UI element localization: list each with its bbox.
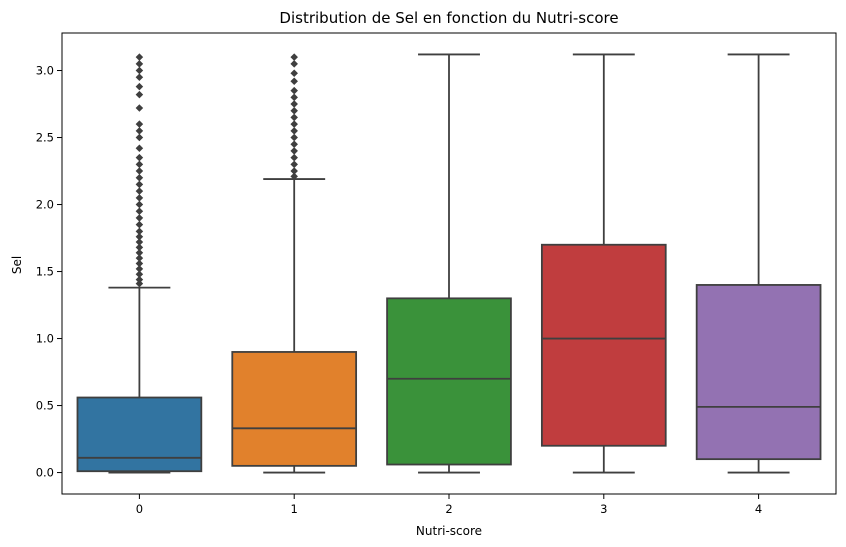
y-tick-label: 0.5 — [36, 399, 54, 413]
outlier-point — [290, 167, 298, 175]
outlier-point — [135, 120, 144, 128]
outlier-point — [135, 173, 144, 182]
plot-area — [76, 53, 822, 474]
outlier-point — [135, 254, 144, 262]
box-iqr — [540, 243, 667, 447]
outlier-point — [135, 194, 144, 202]
outlier-point — [290, 140, 298, 148]
outlier-point — [135, 82, 144, 91]
outlier-point — [290, 53, 298, 61]
outlier-point — [290, 106, 298, 115]
x-axis-label: Nutri-score — [416, 524, 482, 538]
outlier-point — [135, 207, 144, 216]
outlier-point — [135, 90, 144, 99]
outlier-point — [135, 243, 144, 252]
outlier-point — [135, 180, 144, 189]
outlier-point — [135, 232, 144, 241]
x-tick-label: 2 — [445, 502, 452, 516]
x-tick-label: 4 — [755, 502, 762, 516]
outlier-point — [135, 144, 144, 153]
box-group-4 — [695, 53, 822, 474]
outlier-point — [135, 265, 144, 273]
outlier-point — [290, 60, 298, 68]
outlier-point — [135, 60, 144, 68]
outlier-point — [290, 77, 298, 86]
y-tick-label: 1.0 — [36, 332, 54, 346]
box-iqr — [695, 284, 822, 461]
outlier-point — [135, 66, 144, 75]
box-group-2 — [386, 53, 512, 474]
outlier-point — [290, 120, 298, 128]
box-group-1 — [231, 53, 358, 474]
outlier-point — [290, 100, 298, 108]
outlier-point — [290, 86, 298, 95]
axes: 0.0 0.5 1.0 1.5 2.0 2.5 3.0 0 1 2 3 4 — [36, 32, 837, 516]
outlier-point — [135, 133, 144, 142]
outlier-point — [135, 187, 144, 195]
outlier-point — [135, 214, 144, 222]
outlier-point — [135, 220, 144, 229]
outlier-point — [135, 73, 144, 81]
outlier-point — [290, 113, 298, 122]
box-group-0 — [76, 53, 203, 474]
y-tick-label: 0.0 — [36, 466, 54, 480]
y-tick-label: 2.5 — [36, 131, 54, 145]
x-tick-label: 0 — [136, 502, 143, 516]
outlier-point — [290, 127, 298, 135]
x-tick-label: 3 — [600, 502, 607, 516]
outlier-point — [135, 127, 144, 135]
outlier-point — [290, 153, 298, 162]
outlier-point — [135, 249, 144, 257]
box-iqr — [76, 396, 203, 473]
chart-title: Distribution de Sel en fonction du Nutri… — [279, 9, 618, 27]
y-tick-label: 3.0 — [36, 64, 54, 78]
outlier-point — [135, 270, 144, 278]
outlier-point — [290, 147, 298, 155]
outlier-point — [135, 259, 144, 268]
outlier-point — [135, 238, 144, 246]
box-iqr — [386, 297, 512, 466]
outlier-point — [135, 153, 144, 162]
outlier-point — [135, 160, 144, 169]
outlier-point — [290, 160, 298, 169]
outlier-point — [135, 279, 144, 288]
y-tick-label: 1.5 — [36, 265, 54, 279]
y-tick-label: 2.0 — [36, 198, 54, 212]
outlier-point — [290, 172, 298, 181]
outlier-point — [135, 275, 144, 284]
outlier-point — [290, 133, 298, 142]
x-tick-label: 1 — [291, 502, 298, 516]
box-group-3 — [540, 53, 667, 474]
outlier-point — [290, 69, 298, 77]
outlier-point — [135, 227, 144, 236]
outlier-point — [135, 167, 144, 175]
outlier-point — [135, 104, 144, 112]
outlier-point — [290, 93, 298, 102]
outlier-point — [135, 200, 144, 209]
box-iqr — [231, 351, 358, 467]
y-axis-label: Sel — [10, 256, 24, 274]
outlier-point — [135, 53, 144, 61]
